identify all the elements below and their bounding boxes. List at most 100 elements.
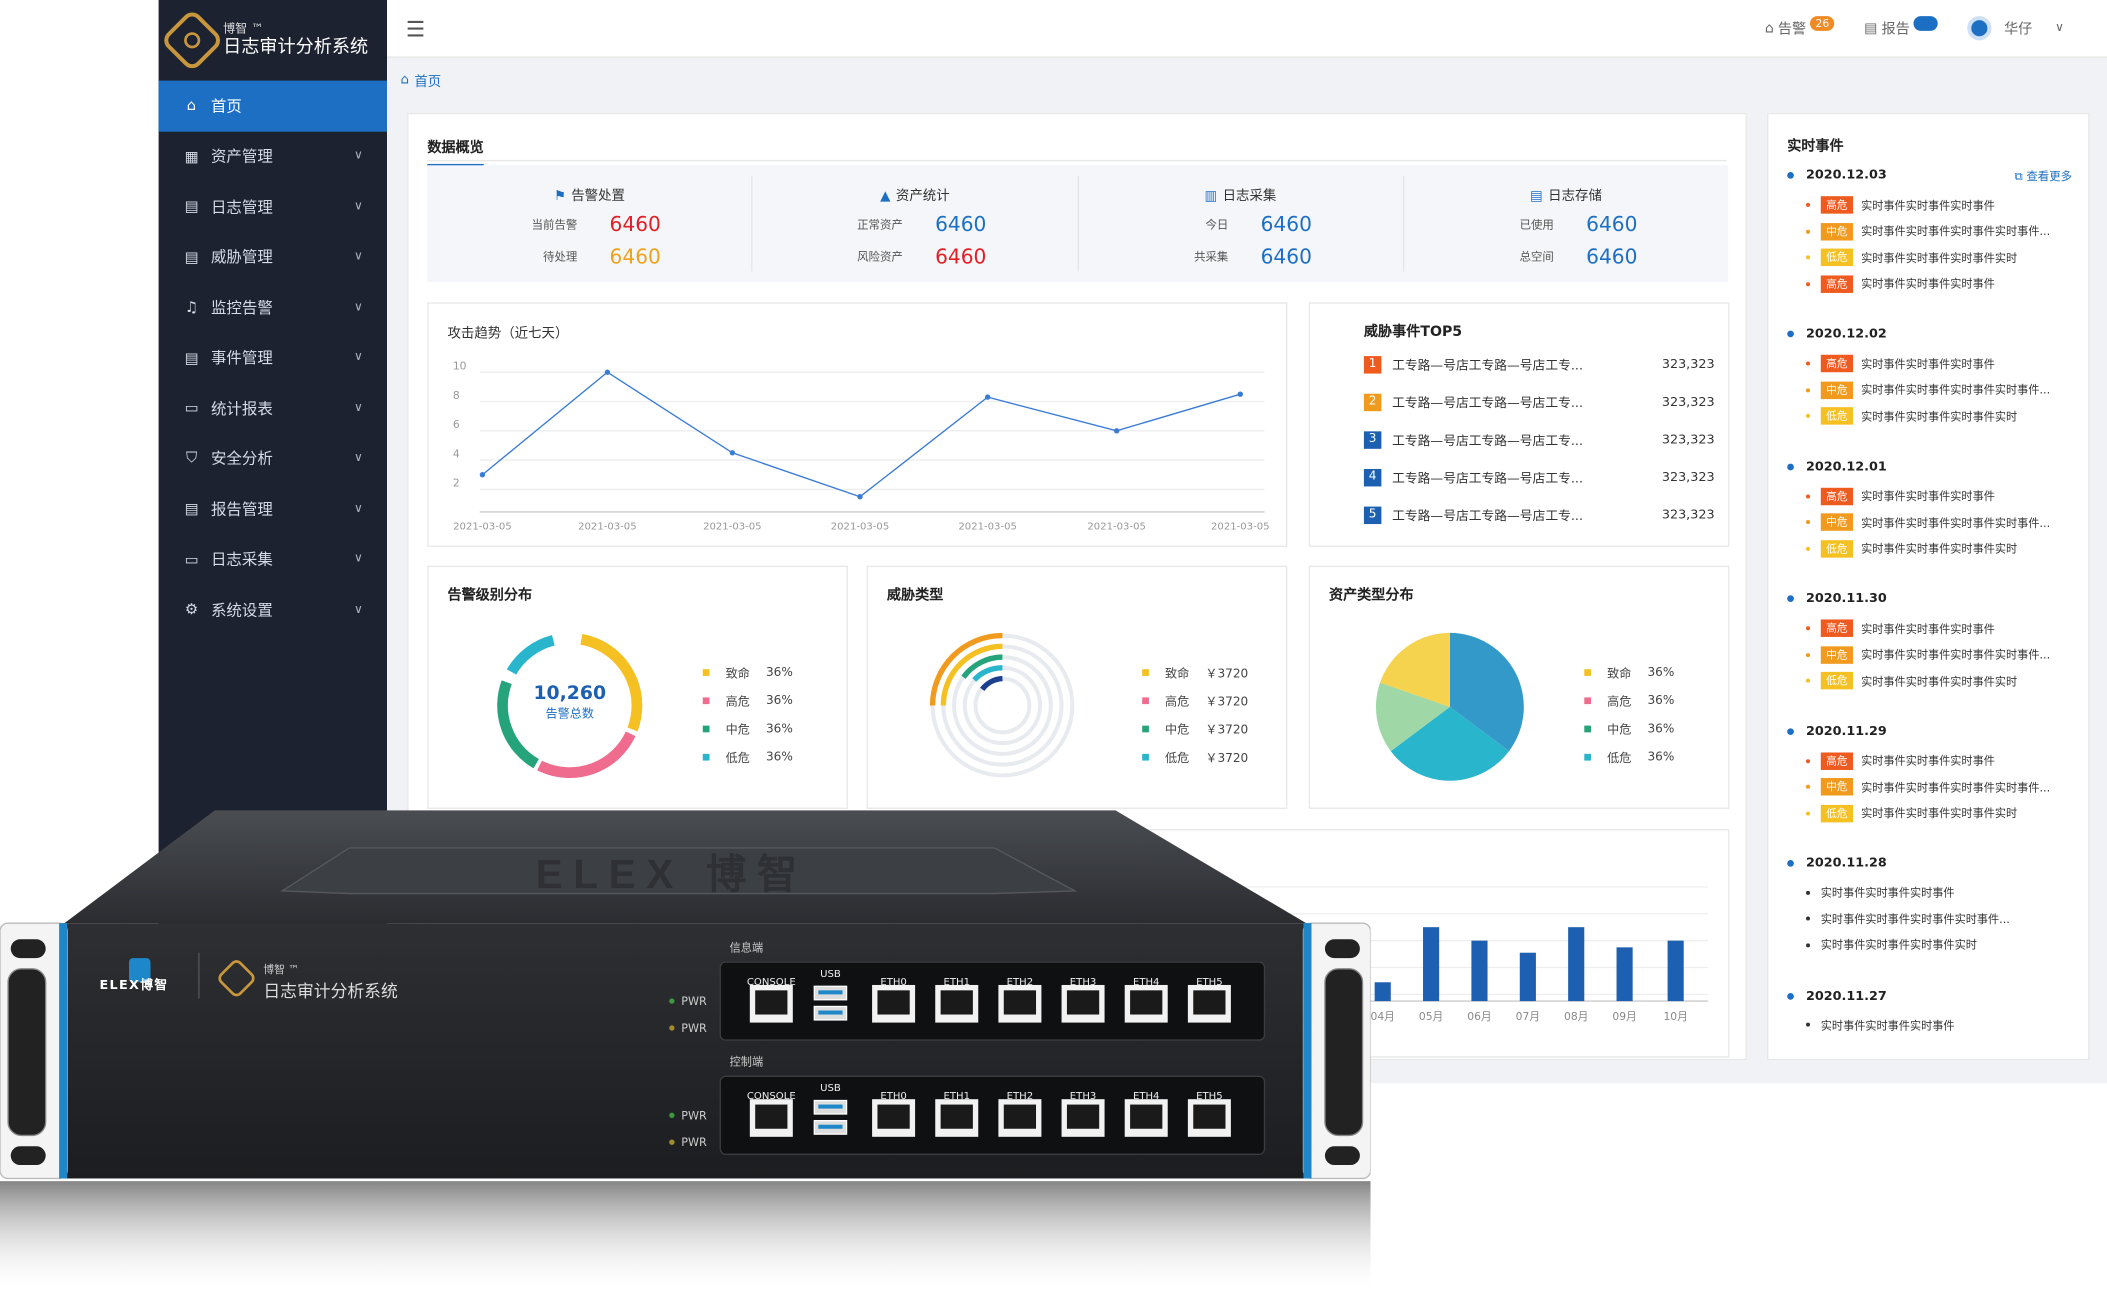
bar (1374, 982, 1391, 1002)
device-reflection (0, 1181, 1371, 1295)
stat-value: 6460 (1586, 212, 1638, 237)
rack-handle-left (7, 968, 47, 1137)
legend-item: 低危 36% (1584, 743, 1674, 771)
legend-item: 低危 ￥3720 (1142, 743, 1248, 771)
top5-row[interactable]: 3 工专路—号店工专路—号店工专... 323,323 (1363, 430, 1715, 449)
sidebar-item-7[interactable]: ⛉ 安全分析 ∨ (159, 433, 387, 483)
rack-hole-right-bottom (1324, 1146, 1360, 1166)
event-item[interactable]: 低危 实时事件实时事件实时事件实时 (1806, 539, 2017, 557)
severity-tag: 中危 (1820, 645, 1854, 664)
reports-button[interactable]: ▤ 报告 16 (1864, 15, 1939, 38)
bar (1519, 952, 1536, 1002)
breadcrumb[interactable]: ⌂ 首页 (400, 70, 441, 90)
event-item[interactable]: 中危 实时事件实时事件实时事件实时事件... (1806, 778, 2050, 796)
event-item[interactable]: 实时事件实时事件实时事件 (1806, 1017, 1955, 1033)
breadcrumb-home[interactable]: 首页 (414, 75, 442, 91)
event-item[interactable]: 实时事件实时事件实时事件实时 (1806, 937, 1977, 953)
event-dot (1806, 758, 1811, 763)
event-item[interactable]: 高危 实时事件实时事件实时事件 (1806, 487, 1995, 505)
legend-item: 低危 36% (702, 743, 793, 771)
top5-row[interactable]: 4 工专路—号店工专路—号店工专... 323,323 (1363, 468, 1715, 486)
ethernet-port-jack (940, 990, 973, 1015)
sidebar-item-label: 报告管理 (210, 499, 273, 519)
event-item[interactable]: 实时事件实时事件实时事件 (1806, 884, 1955, 900)
severity-tag: 中危 (1820, 380, 1854, 399)
y-tick-label: 4 (453, 447, 460, 460)
sidebar-item-5[interactable]: ▤ 事件管理 ∨ (159, 333, 387, 383)
home-alert-icon: ⌂ (1764, 20, 1774, 37)
pwr-label-1: PWR (681, 994, 707, 1008)
event-item[interactable]: 低危 实时事件实时事件实时事件实时 (1806, 671, 2017, 690)
sidebar-nav: ⌂ 首页 ▦ 资产管理 ∨ ▤ 日志管理 ∨ ▤ 威胁管理 ∨ ♫ 监控告警 ∨ ▤ 事件管理 ∨ ▭ 统计报表 ∨ ⛉… (158, 80, 387, 635)
x-tick-label: 2021-03-05 (958, 521, 1016, 532)
radial-arc-2 (940, 643, 1003, 706)
event-item[interactable]: 高危 实时事件实时事件实时事件 (1806, 751, 1995, 770)
donut-seg-low (497, 632, 643, 779)
sidebar-item-0[interactable]: ⌂ 首页 (158, 80, 387, 132)
asset-pie-chart (1375, 632, 1524, 781)
alerts-button[interactable]: ⌂ 告警 26 (1764, 15, 1835, 38)
sidebar-item-3[interactable]: ▤ 威胁管理 ∨ (159, 232, 387, 282)
ethernet-port-jack (755, 990, 788, 1015)
ethernet-port-jack (1130, 1104, 1163, 1129)
elex-logo-icon (129, 958, 151, 983)
event-item[interactable]: 高危 实时事件实时事件实时事件 (1806, 619, 1995, 637)
event-item[interactable]: 中危 实时事件实时事件实时事件实时事件... (1806, 645, 2050, 664)
event-item[interactable]: 高危 实时事件实时事件实时事件 (1806, 274, 1995, 293)
event-item[interactable]: 高危 实时事件实时事件实时事件 (1806, 196, 1995, 214)
event-text: 实时事件实时事件实时事件实时 (1861, 409, 2018, 423)
event-item[interactable]: 中危 实时事件实时事件实时事件实时事件... (1806, 513, 2050, 531)
event-dot (1806, 890, 1811, 895)
event-item[interactable]: 低危 实时事件实时事件实时事件实时 (1806, 804, 2017, 822)
sidebar-item-9[interactable]: ▭ 日志采集 ∨ (159, 534, 387, 584)
port-label: ETH5 (1196, 1089, 1223, 1102)
reports-label: 报告 (1881, 20, 1910, 37)
event-dot (1806, 281, 1811, 286)
user-menu[interactable]: 华仔 ∨ (1967, 16, 2064, 41)
rack-hole-right-top (1324, 939, 1360, 959)
x-tick-label: 2021-03-05 (831, 521, 889, 532)
top5-text: 工专路—号店工专路—号店工专... (1392, 434, 1584, 449)
reports-badge: 16 (1913, 15, 1939, 31)
top5-text: 工专路—号店工专路—号店工专... (1392, 396, 1584, 412)
event-item[interactable]: 中危 实时事件实时事件实时事件实时事件... (1806, 380, 2050, 399)
sidebar-item-1[interactable]: ▦ 资产管理 ∨ (159, 131, 387, 181)
trend-point (479, 472, 486, 478)
sidebar-item-4[interactable]: ♫ 监控告警 ∨ (159, 282, 387, 332)
stats-bar: ⚑ 告警处置 当前告警 6460 待处理 6460 ▲ 资产统计 正常资产 6460 风险资产 646… (427, 165, 1729, 283)
document-icon: ▤ (184, 197, 199, 216)
sidebar-item-2[interactable]: ▤ 日志管理 ∨ (159, 181, 387, 231)
monitor-icon: ▭ (184, 399, 199, 417)
sidebar-item-label: 日志管理 (210, 197, 273, 217)
legend-value: 36% (765, 694, 793, 708)
top5-row[interactable]: 2 工专路—号店工专路—号店工专... 323,323 (1363, 392, 1715, 412)
legend-swatch (1142, 753, 1149, 761)
device-faceplate-text: ELEX 博智 (536, 852, 808, 897)
alarm-legend: 致命 36% 高危 36% 中危 36% 低危 36% (702, 658, 793, 771)
rank-badge: 2 (1363, 393, 1382, 411)
document-icon: ▤ (184, 349, 199, 367)
event-item[interactable]: 低危 实时事件实时事件实时事件实时 (1806, 407, 2018, 425)
sidebar-item-8[interactable]: ▤ 报告管理 ∨ (159, 484, 387, 534)
ethernet-port-jack (877, 1104, 910, 1129)
view-more-link[interactable]: ⧉ 查看更多 (2015, 168, 2073, 184)
rack-handle-right (1324, 968, 1364, 1137)
event-item[interactable]: 中危 实时事件实时事件实时事件实时事件... (1806, 222, 2050, 240)
menu-toggle-icon[interactable]: ☰ (405, 15, 426, 41)
pwr-label-4: PWR (681, 1135, 707, 1149)
top5-row[interactable]: 5 工专路—号店工专路—号店工专... 323,323 (1363, 505, 1715, 524)
sidebar-item-10[interactable]: ⚙ 系统设置 ∨ (159, 585, 387, 635)
event-item[interactable]: 高危 实时事件实时事件实时事件 (1806, 354, 1995, 373)
sidebar-item-label: 监控告警 (210, 297, 273, 317)
brand-small: 博智 ™ (223, 22, 264, 36)
sidebar-item-6[interactable]: ▭ 统计报表 ∨ (159, 383, 387, 433)
legend-name: 低危 (1607, 752, 1632, 766)
stat-group-1: ▲ 资产统计 正常资产 6460 风险资产 6460 (753, 176, 1079, 272)
chevron-down-icon: ∨ (353, 552, 363, 567)
event-item[interactable]: 实时事件实时事件实时事件实时事件... (1806, 910, 2010, 926)
pwr-led-2 (669, 1025, 675, 1031)
top5-row[interactable]: 1 工专路—号店工专路—号店工专... 323,323 (1363, 355, 1715, 374)
ethernet-port-jack (877, 990, 910, 1015)
tab-overview[interactable]: 数据概览 (427, 137, 484, 167)
event-item[interactable]: 低危 实时事件实时事件实时事件实时 (1806, 248, 2017, 267)
